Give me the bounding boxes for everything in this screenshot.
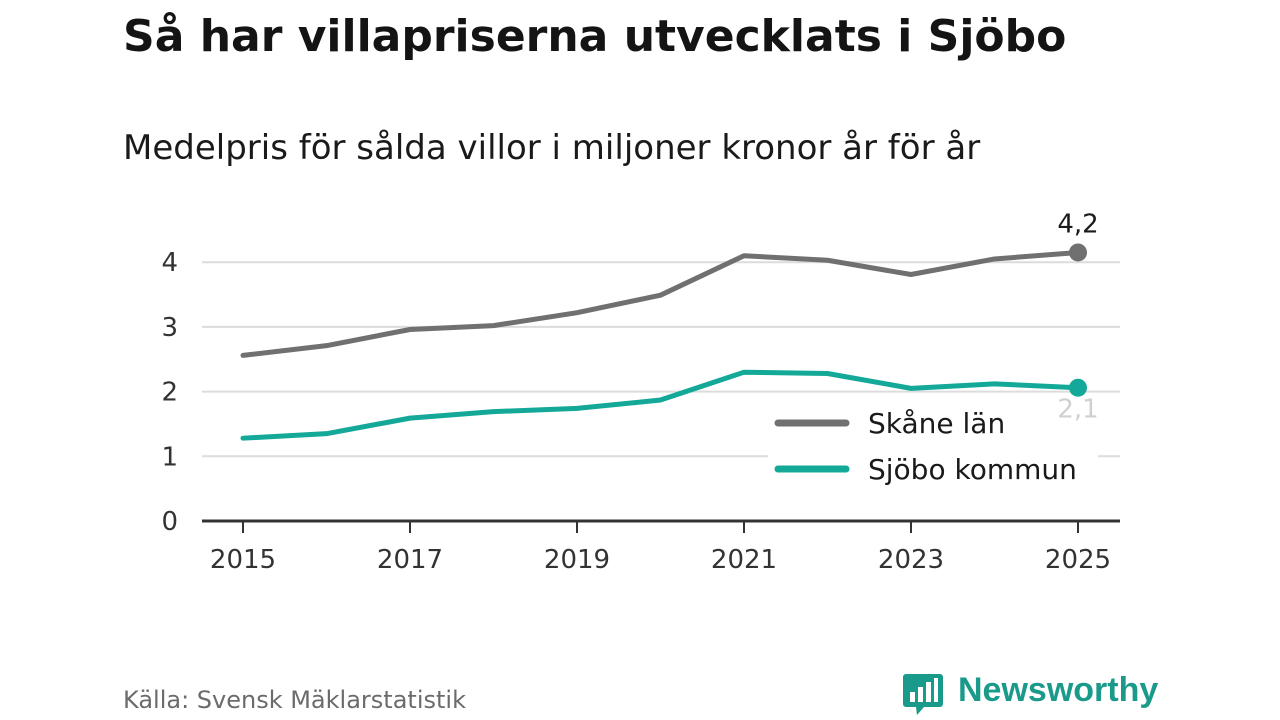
y-tick-label: 4 <box>161 248 178 278</box>
legend-background <box>768 400 1098 496</box>
line-chart: 0 1 2 3 4 2015 2017 2019 2021 2023 2025 Skåne län… <box>161 209 1120 575</box>
x-tick-label: 2023 <box>878 545 944 575</box>
x-tick-label: 2021 <box>711 545 777 575</box>
newsworthy-logo-icon <box>903 674 943 715</box>
y-tick-label: 3 <box>161 313 178 343</box>
legend: Skåne län Sjöbo kommun <box>768 400 1098 496</box>
x-axis: 2015 2017 2019 2021 2023 2025 <box>202 519 1120 575</box>
brand-name: Newsworthy <box>958 671 1159 709</box>
series-line-1 <box>240 249 1081 358</box>
legend-label-1: Skåne län <box>868 407 1005 440</box>
chart-title: Så har villapriserna utvecklats i Sjöbo <box>123 11 1067 62</box>
x-tick-label: 2019 <box>544 545 610 575</box>
series-end-label-2: 2,1 <box>1057 395 1098 425</box>
series-end-point-1 <box>1069 243 1087 262</box>
source-note: Källa: Svensk Mäklarstatistik <box>123 686 466 714</box>
end-labels: 4,2 2,1 <box>1057 209 1098 424</box>
chart-subtitle: Medelpris för sålda villor i miljoner kr… <box>123 128 981 168</box>
series-lines <box>240 243 1087 441</box>
x-tick-label: 2025 <box>1045 545 1111 575</box>
x-tick-label: 2017 <box>377 545 443 575</box>
series-line-2 <box>240 369 1081 441</box>
y-tick-label: 2 <box>161 378 178 408</box>
series-end-label-1: 4,2 <box>1057 209 1098 239</box>
y-tick-label: 0 <box>161 507 178 537</box>
x-tick-label: 2015 <box>210 545 276 575</box>
legend-label-2: Sjöbo kommun <box>868 453 1077 486</box>
series-end-point-2 <box>1069 378 1087 397</box>
y-tick-label: 1 <box>161 442 178 472</box>
